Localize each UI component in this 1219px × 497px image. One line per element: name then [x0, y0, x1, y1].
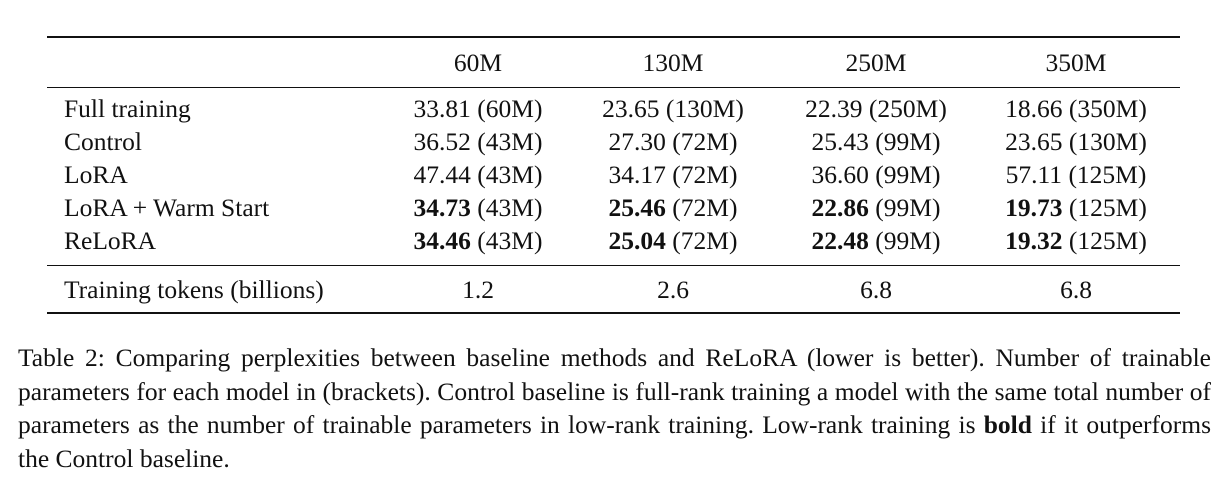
tokens-row: Training tokens (billions) 1.2 2.6 6.8 6.8	[47, 265, 1180, 313]
param-count: (72M)	[672, 127, 738, 156]
cell: 25.46 (72M)	[566, 191, 780, 224]
token-count: 1.2	[390, 265, 566, 313]
perplexity: 36.60	[811, 160, 869, 189]
cell: 19.32 (125M)	[972, 224, 1180, 266]
cell: 27.30 (72M)	[566, 125, 780, 158]
cell: 34.46 (43M)	[390, 224, 566, 266]
param-count: (125M)	[1068, 160, 1147, 189]
column-header: 130M	[566, 37, 780, 88]
cell: 22.48 (99M)	[780, 224, 972, 266]
perplexity: 19.73	[1005, 193, 1063, 222]
row-label: ReLoRA	[64, 226, 157, 255]
param-count: (72M)	[672, 193, 738, 222]
cell: 34.73 (43M)	[390, 191, 566, 224]
param-count: (125M)	[1068, 226, 1147, 255]
param-count: (60M)	[477, 94, 543, 123]
cell: 18.66 (350M)	[972, 88, 1180, 126]
param-count: (99M)	[875, 193, 941, 222]
cell: 36.60 (99M)	[780, 158, 972, 191]
row-label: Full training	[64, 94, 191, 123]
cell: 23.65 (130M)	[972, 125, 1180, 158]
param-count: (43M)	[477, 160, 543, 189]
corner-cell	[47, 37, 390, 88]
header-row: 60M 130M 250M 350M	[47, 37, 1180, 88]
table-body: Full training 33.81 (60M) 23.65 (130M) 22.3…	[47, 88, 1180, 266]
perplexity: 22.48	[811, 226, 869, 255]
table-row: ReLoRA 34.46 (43M) 25.04 (72M) 22.48 (99M) 1…	[47, 224, 1180, 266]
cell: 23.65 (130M)	[566, 88, 780, 126]
token-count: 6.8	[780, 265, 972, 313]
perplexity: 34.46	[413, 226, 471, 255]
results-table: 60M 130M 250M 350M Full training 33.81 (60M)…	[47, 36, 1180, 314]
perplexity: 34.73	[413, 193, 471, 222]
caption: Table 2: Comparing perplexities between …	[18, 341, 1211, 475]
perplexity: 27.30	[608, 127, 666, 156]
cell: 57.11 (125M)	[972, 158, 1180, 191]
table-row: Full training 33.81 (60M) 23.65 (130M) 22.3…	[47, 88, 1180, 126]
perplexity: 23.65	[602, 94, 660, 123]
table-row: LoRA + Warm Start 34.73 (43M) 25.46 (72M) 2…	[47, 191, 1180, 224]
cell: 36.52 (43M)	[390, 125, 566, 158]
table-row: Control 36.52 (43M) 27.30 (72M) 25.43 (99M)…	[47, 125, 1180, 158]
perplexity: 22.39	[805, 94, 863, 123]
row-label: Training tokens (billions)	[47, 265, 390, 313]
param-count: (99M)	[875, 160, 941, 189]
cell: 22.86 (99M)	[780, 191, 972, 224]
cell: 25.43 (99M)	[780, 125, 972, 158]
perplexity: 25.04	[608, 226, 666, 255]
perplexity: 36.52	[413, 127, 471, 156]
perplexity: 33.81	[413, 94, 471, 123]
cell: 33.81 (60M)	[390, 88, 566, 126]
perplexity: 34.17	[608, 160, 666, 189]
row-label: LoRA	[64, 160, 128, 189]
perplexity: 57.11	[1005, 160, 1063, 189]
param-count: (99M)	[875, 127, 941, 156]
perplexity: 47.44	[413, 160, 471, 189]
perplexity: 25.43	[811, 127, 869, 156]
param-count: (250M)	[868, 94, 947, 123]
param-count: (130M)	[665, 94, 744, 123]
caption-text: if it outperforms the Control baseline.	[18, 410, 1211, 473]
cell: 22.39 (250M)	[780, 88, 972, 126]
cell: 34.17 (72M)	[566, 158, 780, 191]
token-count: 2.6	[566, 265, 780, 313]
param-count: (130M)	[1068, 127, 1147, 156]
cell: 25.04 (72M)	[566, 224, 780, 266]
caption-text: bold	[983, 410, 1032, 440]
perplexity: 25.46	[608, 193, 666, 222]
cell: 47.44 (43M)	[390, 158, 566, 191]
perplexity: 23.65	[1005, 127, 1063, 156]
table-row: LoRA 47.44 (43M) 34.17 (72M) 36.60 (99M) 57.…	[47, 158, 1180, 191]
param-count: (350M)	[1068, 94, 1147, 123]
cell: 19.73 (125M)	[972, 191, 1180, 224]
param-count: (125M)	[1068, 193, 1147, 222]
column-header: 250M	[780, 37, 972, 88]
perplexity: 22.86	[811, 193, 869, 222]
param-count: (72M)	[672, 226, 738, 255]
param-count: (43M)	[477, 226, 543, 255]
column-header: 350M	[972, 37, 1180, 88]
row-label: LoRA + Warm Start	[64, 193, 270, 222]
param-count: (72M)	[672, 160, 738, 189]
caption-text: Table 2: Comparing perplexities between …	[18, 343, 1211, 440]
row-label: Control	[64, 127, 142, 156]
param-count: (43M)	[477, 127, 543, 156]
column-header: 60M	[390, 37, 566, 88]
param-count: (43M)	[477, 193, 543, 222]
perplexity: 18.66	[1005, 94, 1063, 123]
param-count: (99M)	[875, 226, 941, 255]
perplexity: 19.32	[1005, 226, 1063, 255]
token-count: 6.8	[972, 265, 1180, 313]
